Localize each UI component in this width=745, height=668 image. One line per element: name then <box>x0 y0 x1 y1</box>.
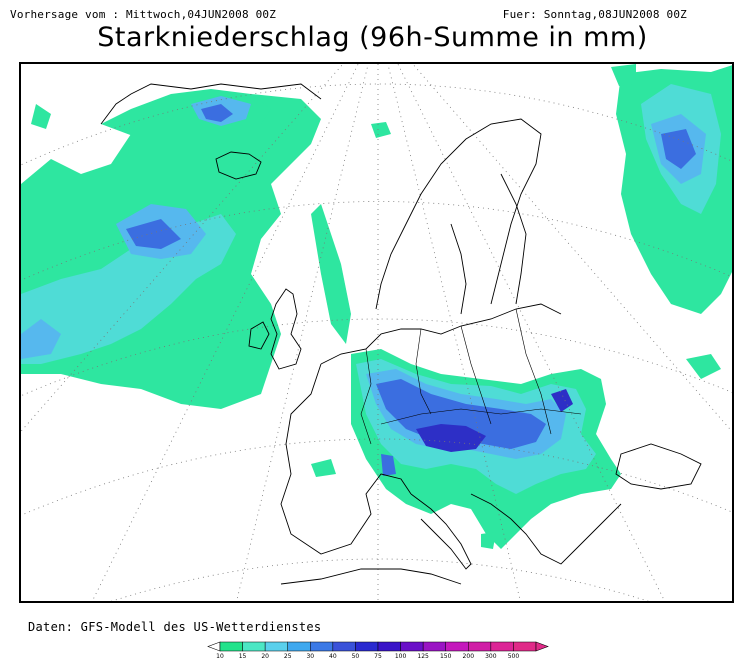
legend-swatch <box>287 641 311 652</box>
legend-tick-label: 150 <box>439 653 452 660</box>
legend-swatch <box>310 641 334 652</box>
legend-tick-label: 50 <box>351 653 360 660</box>
precipitation-field-russia <box>611 64 732 379</box>
legend-swatch <box>445 641 469 652</box>
legend-swatch <box>332 641 356 652</box>
legend-swatch <box>513 641 537 652</box>
precipitation-field-central-europe <box>311 349 621 549</box>
coastlines <box>100 83 702 585</box>
forecast-init-time: Vorhersage vom : Mittwoch,04JUN2008 00Z <box>10 8 277 21</box>
legend-tick-label: 40 <box>329 653 337 660</box>
legend-swatch <box>468 641 492 652</box>
legend-tick-label: 15 <box>238 653 247 660</box>
forecast-valid-time: Fuer: Sonntag,08JUN2008 00Z <box>502 8 687 21</box>
legend-tick-label: 10 <box>216 653 224 660</box>
legend-swatch <box>355 641 379 652</box>
legend-tick-label: 100 <box>394 653 407 660</box>
data-source-note: Daten: GFS-Modell des US-Wetterdienstes <box>28 620 322 634</box>
legend-swatch <box>400 641 424 652</box>
legend-arrow-low <box>207 641 221 652</box>
legend-swatch <box>264 641 288 652</box>
legend-swatch <box>422 641 446 652</box>
legend-tick-label: 30 <box>306 653 315 660</box>
color-legend: 10 15 20 25 30 40 50 75 100 125 150 200 300 500 <box>206 639 550 668</box>
legend-colorbar <box>207 641 549 652</box>
legend-swatch <box>242 641 266 652</box>
legend-tick-label: 125 <box>417 653 429 660</box>
graticule <box>21 64 732 601</box>
map-canvas <box>21 64 732 601</box>
legend-swatch <box>490 641 514 652</box>
legend-tick-label: 200 <box>462 653 475 660</box>
legend-tick-label: 20 <box>261 653 269 660</box>
legend-swatch <box>377 641 401 652</box>
legend-swatch <box>219 641 243 652</box>
legend-tick-label: 300 <box>485 653 497 660</box>
legend-tick-label: 25 <box>283 653 292 660</box>
legend-tick-label: 75 <box>374 653 382 660</box>
legend-tick-label: 500 <box>507 653 520 660</box>
precipitation-field-north-atlantic <box>21 89 391 409</box>
map-title: Starkniederschlag (96h-Summe in mm) <box>97 22 648 53</box>
precipitation-map <box>19 62 734 603</box>
legend-arrow-high <box>535 641 549 652</box>
